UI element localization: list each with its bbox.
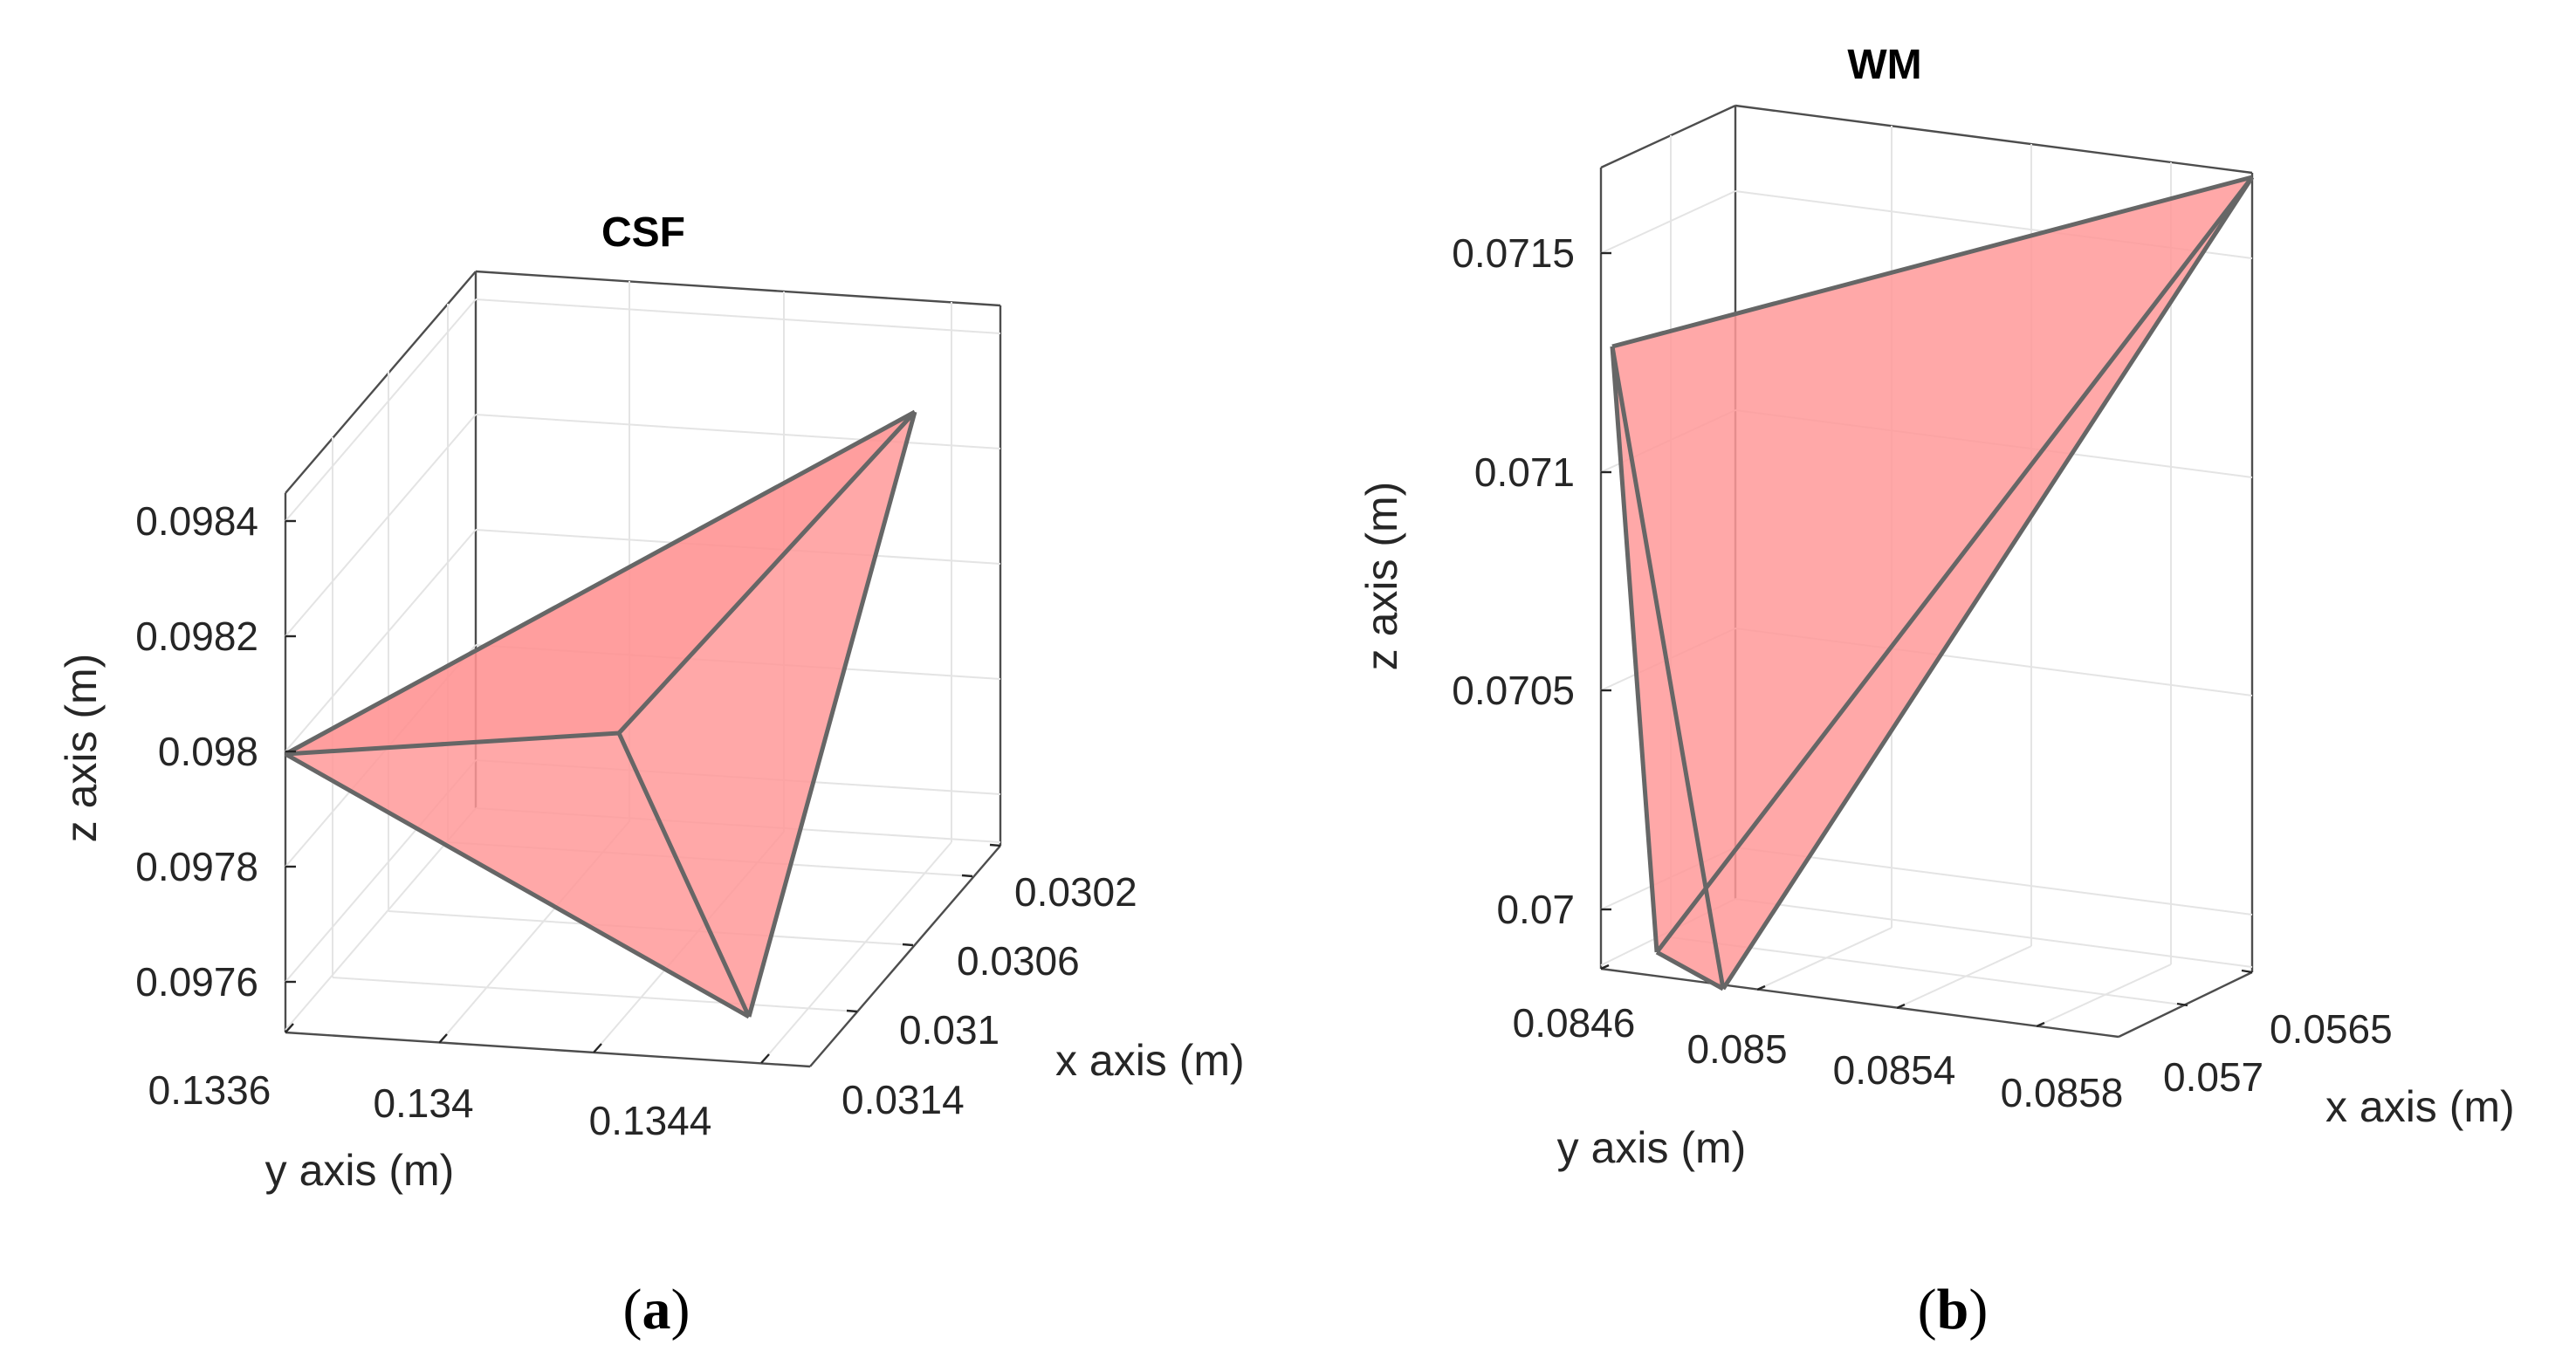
wm-face-front xyxy=(1612,177,2252,989)
wm-z-tick: 0.0715 xyxy=(1452,230,1575,276)
wm-edge xyxy=(1610,346,1659,953)
panel-wm: WM xyxy=(1357,42,2515,1341)
wm-y-tick: 0.0854 xyxy=(1833,1047,1956,1093)
wm-x-label: x axis (m) xyxy=(2325,1082,2515,1131)
wm-tetrahedron xyxy=(1610,175,2255,991)
csf-box xyxy=(284,270,1002,1068)
wm-title: WM xyxy=(1847,42,1921,88)
wm-edge xyxy=(1721,175,2255,991)
csf-x-tick: 0.0306 xyxy=(957,938,1080,984)
csf-edge xyxy=(284,409,917,757)
csf-x-label: x axis (m) xyxy=(1055,1036,1245,1085)
csf-edge xyxy=(617,410,917,735)
wm-box xyxy=(1599,104,2254,1039)
wm-edge xyxy=(1655,175,2254,954)
wm-edge xyxy=(1611,175,2253,349)
csf-y-tick: 0.1344 xyxy=(589,1098,712,1143)
csf-edge xyxy=(746,411,917,1018)
csf-x-tick: 0.0302 xyxy=(1014,869,1137,915)
wm-y-tick: 0.0846 xyxy=(1513,1000,1636,1046)
wm-y-tick: 0.0858 xyxy=(2001,1070,2124,1115)
wm-z-label: z axis (m) xyxy=(1357,482,1406,671)
csf-z-label: z axis (m) xyxy=(57,654,106,843)
csf-y-tick: 0.1336 xyxy=(148,1067,271,1113)
caption-a: (a) xyxy=(623,1278,690,1341)
csf-z-tick: 0.0976 xyxy=(135,959,258,1005)
csf-tetrahedron xyxy=(284,409,917,1019)
wm-y-tick: 0.085 xyxy=(1686,1026,1787,1072)
wm-z-tick: 0.07 xyxy=(1496,887,1575,932)
csf-y-tick: 0.134 xyxy=(373,1080,473,1126)
wm-edge xyxy=(1610,346,1726,990)
wm-x-tick: 0.0565 xyxy=(2270,1006,2393,1052)
wm-z-tick: 0.0705 xyxy=(1452,668,1575,713)
csf-z-tick: 0.098 xyxy=(158,729,258,774)
csf-face-front xyxy=(285,412,915,1017)
csf-z-tick: 0.0982 xyxy=(135,614,258,659)
caption-b: (b) xyxy=(1918,1278,1989,1341)
csf-edge xyxy=(285,730,620,757)
csf-z-tick: 0.0984 xyxy=(135,498,258,544)
csf-x-tick: 0.031 xyxy=(899,1007,999,1053)
csf-title: CSF xyxy=(601,209,685,256)
csf-x-tick: 0.0314 xyxy=(841,1077,965,1122)
wm-z-tick: 0.071 xyxy=(1474,449,1575,495)
csf-edge xyxy=(616,731,752,1018)
csf-y-label: y axis (m) xyxy=(265,1146,455,1195)
wm-edge xyxy=(1655,950,1725,991)
wm-x-tick: 0.057 xyxy=(2163,1054,2263,1100)
wm-y-label: y axis (m) xyxy=(1557,1123,1747,1172)
panel-csf: CSF xyxy=(57,209,1245,1341)
csf-edge xyxy=(284,751,751,1019)
csf-z-tick: 0.0978 xyxy=(135,844,258,889)
